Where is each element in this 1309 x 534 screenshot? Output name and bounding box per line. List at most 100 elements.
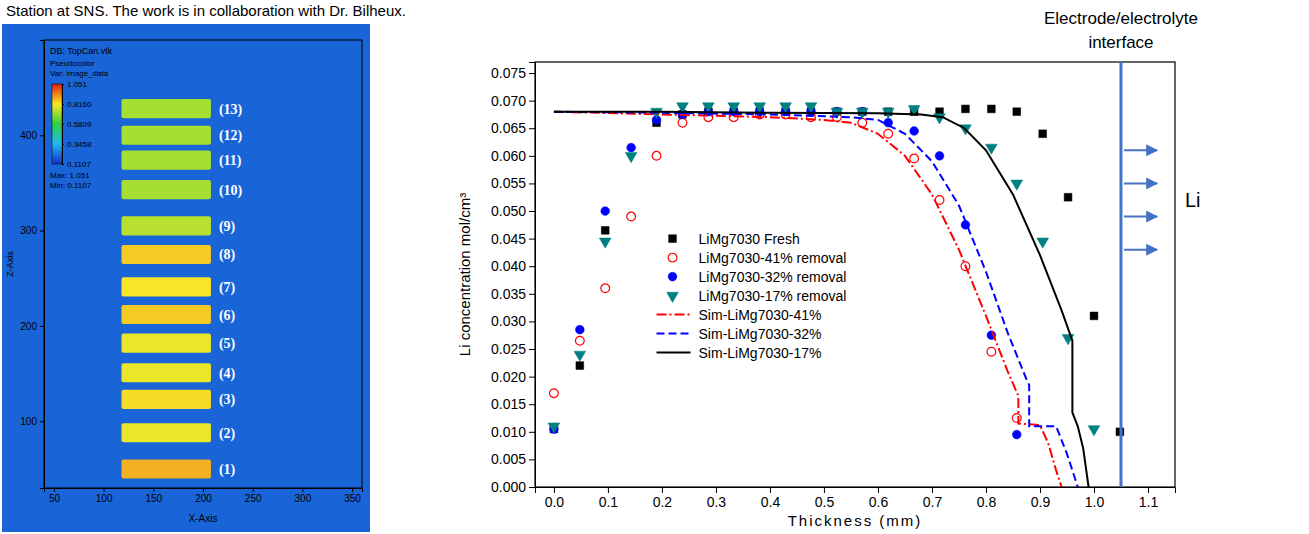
cell-label: (1) — [219, 462, 236, 478]
axis-line — [536, 488, 1176, 494]
tick-label: 0.0 — [545, 494, 565, 510]
cell — [122, 99, 211, 118]
colorbar-title: Pseudocolor — [50, 59, 95, 68]
tick-label: 0.020 — [491, 369, 526, 385]
point — [987, 105, 995, 113]
tick-mark — [153, 488, 154, 492]
tick: 1.1 — [1139, 487, 1159, 510]
tick: 0.010 — [491, 424, 535, 440]
tick: 50 — [49, 488, 61, 504]
tick-mark — [104, 488, 105, 492]
tick: 300 — [295, 488, 312, 504]
tick: 0.8 — [977, 487, 997, 510]
line — [554, 112, 1078, 487]
tick: 0.065 — [491, 120, 535, 136]
line — [554, 112, 1089, 487]
tick-label: 100 — [96, 493, 113, 504]
point — [548, 423, 560, 433]
cell-label: (5) — [219, 336, 236, 352]
tick-label: 0.4 — [761, 494, 781, 510]
tick: 300 — [20, 225, 44, 236]
point — [1011, 180, 1023, 190]
tick-label: 0.8 — [977, 494, 997, 510]
tick-mark — [302, 488, 303, 492]
point — [754, 103, 766, 113]
cell — [122, 459, 211, 478]
tick: 0.3 — [707, 487, 727, 510]
legend-item: LiMg7030-41% removal — [668, 250, 846, 266]
tick-label: 0.2 — [653, 494, 673, 510]
point — [576, 362, 584, 370]
tick: 0.5809 — [62, 120, 92, 129]
tick-label: 50 — [49, 493, 61, 504]
cell-label: (7) — [219, 280, 236, 296]
point — [627, 143, 636, 152]
tick-label: 0.010 — [491, 424, 526, 440]
point — [910, 127, 919, 136]
tick-mark — [54, 488, 55, 492]
axis-line — [63, 85, 65, 165]
tick: 0.9 — [1031, 487, 1051, 510]
tick-mark — [770, 487, 771, 493]
tick: 0.6 — [869, 487, 889, 510]
cell-label: (6) — [219, 308, 236, 324]
point — [780, 103, 792, 113]
x-axis: 0.00.10.20.30.40.50.60.70.80.91.01.1 — [536, 487, 1176, 510]
legend-label: Sim-LiMg7030-41% — [699, 307, 822, 323]
tick-mark — [529, 239, 535, 240]
cell — [122, 334, 211, 353]
tick-mark — [40, 421, 44, 422]
tick-mark — [62, 84, 64, 85]
tick-mark — [529, 266, 535, 267]
tick-mark — [40, 135, 44, 136]
tick: 0.030 — [491, 313, 535, 329]
tick: 0.7 — [923, 487, 943, 510]
cell — [122, 305, 211, 324]
colorbar-max: Max: 1.051 — [50, 171, 90, 180]
legend-symbol — [657, 333, 691, 335]
tick-label: 0.045 — [491, 231, 526, 247]
tick-mark — [62, 104, 64, 105]
tick-label: 0.040 — [491, 258, 526, 274]
legend-label: LiMg7030 Fresh — [699, 231, 800, 247]
tick-mark — [40, 326, 44, 327]
x-axis: 50100150200250300350 — [45, 488, 363, 504]
cell — [122, 277, 211, 296]
point — [601, 207, 610, 216]
tick: 350 — [344, 488, 361, 504]
tick-label: 0.5809 — [67, 120, 92, 129]
tick-mark — [203, 488, 204, 492]
tick-mark — [986, 487, 987, 493]
x-axis-title: X-Axis — [189, 513, 218, 524]
tick: 100 — [20, 416, 44, 427]
tick-label: 200 — [20, 321, 37, 332]
tick-label: 400 — [20, 130, 37, 141]
cell — [122, 423, 211, 442]
point — [805, 103, 817, 113]
tick: 0.0 — [545, 487, 565, 510]
cell-label: (12) — [219, 128, 243, 144]
tick-label: 0.035 — [491, 286, 526, 302]
tick: 0.000 — [491, 479, 535, 495]
point — [574, 351, 586, 361]
tick-label: 0.3 — [707, 494, 727, 510]
plot-marks — [548, 103, 1124, 487]
plot-frame — [44, 40, 362, 488]
tick-label: 350 — [344, 493, 361, 504]
tick-mark — [878, 487, 879, 493]
point — [1012, 414, 1021, 423]
tick-mark — [529, 156, 535, 157]
cell-label: (3) — [219, 392, 236, 408]
tick-mark — [529, 349, 535, 350]
point — [935, 151, 944, 160]
colorbar-label: Var: image_data — [50, 69, 109, 78]
legend-label: Sim-LiMg7030-17% — [699, 345, 822, 361]
legend-symbol — [668, 272, 677, 281]
tick-mark — [62, 164, 64, 165]
tick-label: 0.065 — [491, 120, 526, 136]
legend-item: LiMg7030-17% removal — [667, 288, 847, 304]
cell-label: (11) — [219, 153, 242, 169]
tick-label: 0.005 — [491, 451, 526, 467]
tick: 1.051 — [62, 80, 88, 89]
legend-symbol — [657, 314, 691, 316]
